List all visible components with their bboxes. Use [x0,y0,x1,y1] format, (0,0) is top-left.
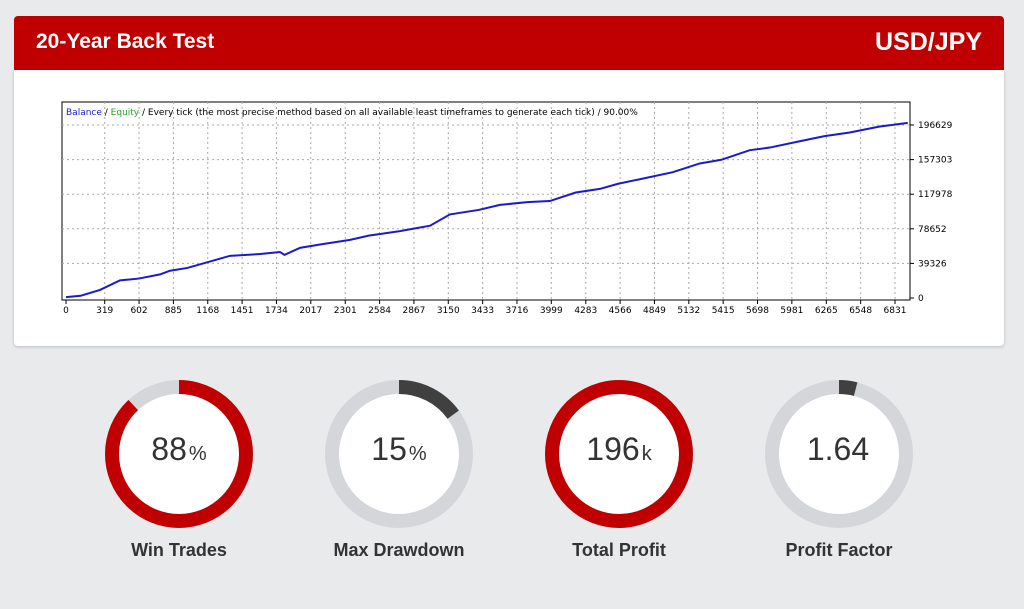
gauge-unit: % [408,443,427,465]
balance-chart: Balance / Equity / Every tick (the most … [61,101,953,316]
x-tick-label: 5981 [780,306,803,316]
gauge-fill [105,380,253,528]
x-tick-label: 3716 [506,306,529,316]
gauge-profit-factor: 1.64 Profit Factor [764,379,914,560]
gauge-number: 88 [151,431,187,467]
y-tick-label: 196629 [918,121,953,131]
gauge-win-trades: 88% Win Trades [104,379,254,560]
header-bar: 20-Year Back Test USD/JPY [14,16,1004,70]
x-tick-label: 2017 [299,306,322,316]
gauge-value: 15% [324,431,474,468]
x-tick-label: 3999 [540,306,563,316]
x-tick-label: 4849 [643,306,666,316]
svg-text:Balance / Equity / Every tick: Balance / Equity / Every tick (the most … [66,108,638,118]
x-tick-label: 1734 [265,306,288,316]
plot-area [61,101,911,301]
x-tick-label: 885 [165,306,182,316]
legend-equity: Equity [111,108,140,118]
gauge-ring [325,380,473,528]
x-tick-label: 4566 [609,306,632,316]
gauge-ring [765,380,913,528]
x-tick-label: 2584 [368,306,391,316]
y-tick-label: 39326 [918,259,947,269]
currency-pair: USD/JPY [875,28,982,56]
gauge-value: 196 k [544,431,694,468]
x-tick-label: 5698 [746,306,769,316]
gauge-total-profit: 196 k Total Profit [544,379,694,560]
gauge-unit: % [188,443,207,465]
x-tick-label: 2867 [402,306,425,316]
gauge-ring [545,380,693,528]
x-tick-label: 6548 [849,306,872,316]
x-tick-label: 4283 [574,306,597,316]
page-title: 20-Year Back Test [36,30,215,53]
x-tick-label: 1168 [196,306,219,316]
legend-sep: / [102,108,111,118]
x-tick-label: 3433 [471,306,494,316]
gauge-value: 1.64 [764,431,914,468]
gauge-fill [545,380,693,528]
x-tick-label: 2301 [334,306,357,316]
gauge-unit: k [641,443,652,465]
x-tick-label: 3150 [437,306,460,316]
legend-balance: Balance [66,108,102,118]
x-tick-label: 1451 [231,306,254,316]
y-tick-label: 117978 [918,190,953,200]
x-tick-label: 5415 [712,306,735,316]
y-tick-label: 0 [918,294,924,304]
gauge-label: Win Trades [131,540,227,560]
x-tick-label: 6831 [884,306,907,316]
x-tick-label: 5132 [677,306,700,316]
x-tick-label: 602 [130,306,147,316]
x-tick-label: 0 [63,306,69,316]
gauge-fill [765,380,913,528]
x-tick-label: 6265 [815,306,838,316]
legend-description: / Every tick (the most precise method ba… [139,108,638,118]
y-tick-label: 78652 [918,225,947,235]
gauge-label: Max Drawdown [333,540,465,560]
gauge-max-drawdown: 15% Max Drawdown [324,379,474,560]
gauge-label: Total Profit [572,540,666,560]
y-tick-label: 157303 [918,156,952,166]
gauge-ring [105,380,253,528]
chart-card: Balance / Equity / Every tick (the most … [14,70,1004,346]
x-tick-label: 319 [96,306,113,316]
balance-line [65,121,908,299]
gauge-fill [325,380,473,528]
gauge-number: 15 [371,431,407,467]
gauge-value: 88% [104,431,254,468]
gauge-number: 1.64 [806,431,870,467]
gauge-label: Profit Factor [785,540,893,560]
gauge-number: 196 [586,431,640,467]
